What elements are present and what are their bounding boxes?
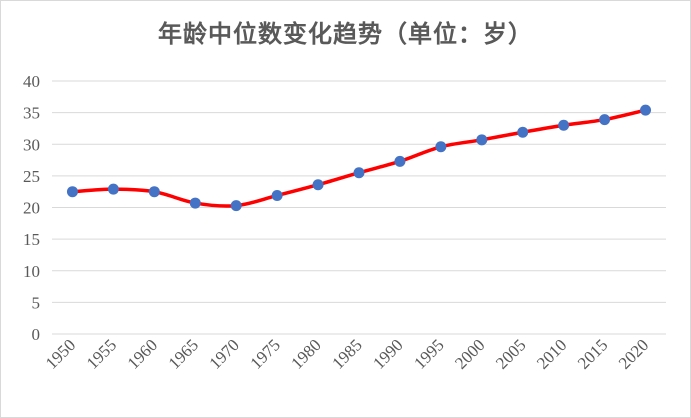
- x-tick-label-2000: 2000: [451, 335, 488, 372]
- x-tick-label-1975: 1975: [246, 335, 283, 372]
- y-tick-label-20: 20: [23, 199, 40, 218]
- x-tick-label-2015: 2015: [574, 335, 611, 372]
- data-point-1970: [230, 200, 242, 212]
- data-point-1955: [107, 183, 119, 195]
- data-point-1975: [271, 189, 283, 201]
- x-tick-label-2010: 2010: [533, 335, 570, 372]
- data-point-1985: [353, 167, 365, 179]
- y-tick-label-10: 10: [23, 262, 40, 281]
- x-tick-label-1970: 1970: [206, 335, 243, 372]
- data-point-1990: [394, 155, 406, 167]
- y-tick-label-25: 25: [23, 167, 40, 186]
- x-tick-label-2005: 2005: [492, 335, 529, 372]
- x-tick-label-1995: 1995: [410, 335, 447, 372]
- data-point-1950: [66, 186, 78, 198]
- x-tick-label-1960: 1960: [124, 335, 161, 372]
- gridlines: [52, 80, 666, 335]
- data-point-2005: [517, 126, 529, 138]
- data-point-2015: [599, 114, 611, 126]
- data-point-2000: [476, 134, 488, 146]
- x-tick-label-1955: 1955: [83, 335, 120, 372]
- x-tick-label-1980: 1980: [287, 335, 324, 372]
- data-point-2010: [558, 119, 570, 131]
- x-tick-label-1950: 1950: [42, 335, 79, 372]
- data-point-1960: [148, 186, 160, 198]
- x-tick-label-1990: 1990: [369, 335, 406, 372]
- y-axis-tick-labels: 0 5 10 15 20 25 30 35 40: [23, 72, 40, 344]
- y-tick-label-35: 35: [23, 104, 40, 123]
- x-tick-label-2020: 2020: [615, 335, 652, 372]
- series-layer: [66, 104, 652, 212]
- chart-title: 年龄中位数变化趋势（单位：岁）: [158, 19, 533, 48]
- y-tick-label-40: 40: [23, 72, 40, 91]
- y-tick-label-15: 15: [23, 230, 40, 249]
- y-tick-label-30: 30: [23, 135, 40, 154]
- x-tick-label-1965: 1965: [165, 335, 202, 372]
- data-point-2020: [640, 104, 652, 116]
- y-tick-label-0: 0: [32, 325, 41, 344]
- x-tick-label-1985: 1985: [328, 335, 365, 372]
- data-point-1965: [189, 197, 201, 209]
- x-axis-tick-labels: 1950 1955 1960 1965 1970 1975 1980 1985 1990 1995…: [42, 335, 653, 372]
- data-point-1995: [435, 141, 447, 153]
- y-tick-label-5: 5: [32, 293, 41, 312]
- data-point-1980: [312, 179, 324, 191]
